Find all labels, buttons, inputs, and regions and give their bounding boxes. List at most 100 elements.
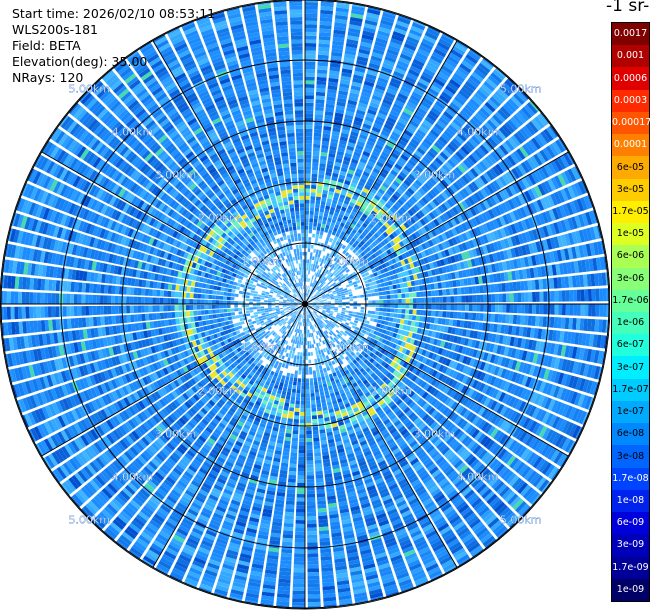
- ray-bin: [428, 87, 440, 97]
- ray-bin: [357, 321, 362, 325]
- ray-bin: [320, 436, 327, 442]
- ray-bin: [454, 245, 461, 254]
- ray-bin: [315, 196, 321, 201]
- ray-bin: [461, 200, 469, 210]
- ray-bin: [308, 278, 311, 283]
- ray-bin: [367, 261, 373, 267]
- ray-bin: [343, 57, 355, 63]
- ray-bin: [321, 258, 325, 263]
- ray-bin: [309, 295, 313, 299]
- ray-bin: [369, 101, 380, 109]
- ray-bin: [332, 270, 337, 275]
- ray-bin: [407, 249, 414, 257]
- ray-bin: [427, 270, 433, 277]
- ray-bin: [363, 290, 368, 295]
- ray-bin: [311, 291, 314, 295]
- ray-bin: [333, 165, 341, 171]
- ray-bin: [305, 72, 315, 77]
- ray-bin: [574, 165, 582, 179]
- ray-bin: [496, 129, 507, 141]
- ray-bin: [414, 279, 419, 286]
- ray-bin: [341, 307, 346, 311]
- ray-bin: [364, 19, 378, 27]
- ray-bin: [351, 264, 356, 269]
- ray-bin: [331, 280, 335, 285]
- ray-bin: [512, 259, 519, 269]
- ray-bin: [327, 194, 333, 200]
- ray-bin: [554, 401, 563, 414]
- ray-bin: [312, 302, 317, 304]
- ray-bin: [352, 77, 363, 84]
- ray-bin: [515, 326, 521, 336]
- ray-bin: [499, 227, 507, 238]
- ray-bin: [500, 202, 509, 213]
- ray-bin: [596, 334, 602, 348]
- ray-bin: [441, 266, 447, 274]
- ray-bin: [363, 310, 369, 314]
- ray-bin: [553, 277, 559, 289]
- ray-bin: [590, 365, 597, 379]
- ray-bin: [459, 129, 470, 140]
- ray-bin: [443, 273, 449, 281]
- ray-bin: [317, 261, 321, 266]
- ray-bin: [325, 269, 329, 274]
- ray-bin: [442, 61, 456, 72]
- ray-bin: [319, 368, 324, 374]
- ray-bin: [586, 348, 593, 362]
- ray-bin: [305, 207, 310, 211]
- ray-bin: [486, 363, 493, 374]
- ray-bin: [517, 292, 522, 302]
- ray-bin: [439, 274, 445, 282]
- ray-bin: [328, 282, 332, 287]
- ray-bin: [434, 236, 441, 244]
- ray-bin: [356, 292, 361, 296]
- ray-bin: [573, 289, 578, 302]
- ray-bin: [418, 199, 426, 207]
- ray-bin: [442, 289, 447, 296]
- ray-bin: [430, 317, 435, 324]
- ray-bin: [305, 255, 308, 260]
- ray-bin: [327, 306, 331, 308]
- ray-bin: [439, 259, 446, 267]
- ray-bin: [319, 307, 324, 309]
- ray-bin: [355, 289, 360, 293]
- ray-bin: [535, 316, 540, 327]
- ray-bin: [321, 140, 330, 146]
- ray-bin: [427, 247, 434, 255]
- ray-bin: [331, 302, 335, 304]
- ray-bin: [472, 205, 481, 215]
- ray-bin: [347, 315, 352, 319]
- ray-bin: [313, 377, 318, 382]
- ray-bin: [409, 262, 415, 269]
- ray-bin: [321, 223, 326, 229]
- ray-bin: [394, 145, 404, 154]
- ray-bin: [294, 542, 305, 547]
- ray-bin: [437, 347, 444, 355]
- ray-bin: [514, 234, 521, 246]
- ray-bin: [357, 228, 363, 234]
- ray-bin: [382, 98, 393, 106]
- ray-bin: [307, 583, 320, 588]
- ray-bin: [463, 278, 468, 286]
- ray-bin: [528, 121, 539, 134]
- ray-bin: [489, 376, 497, 386]
- ray-bin: [301, 371, 305, 375]
- ray-bin: [443, 326, 449, 333]
- ray-bin: [431, 304, 436, 310]
- ray-bin: [324, 111, 334, 116]
- ray-bin: [502, 82, 514, 94]
- ray-bin: [471, 312, 477, 321]
- ray-bin: [361, 231, 367, 237]
- ray-bin: [443, 341, 450, 349]
- ray-bin: [344, 53, 356, 60]
- ray-bin: [427, 290, 432, 297]
- ray-bin: [451, 227, 458, 236]
- ray-bin: [579, 274, 585, 287]
- ray-bin: [379, 198, 387, 205]
- ray-bin: [313, 222, 318, 227]
- ray-bin: [567, 232, 575, 245]
- ray-bin: [326, 198, 332, 203]
- ray-bin: [505, 172, 514, 183]
- ray-bin: [413, 274, 418, 280]
- ray-bin: [402, 193, 410, 201]
